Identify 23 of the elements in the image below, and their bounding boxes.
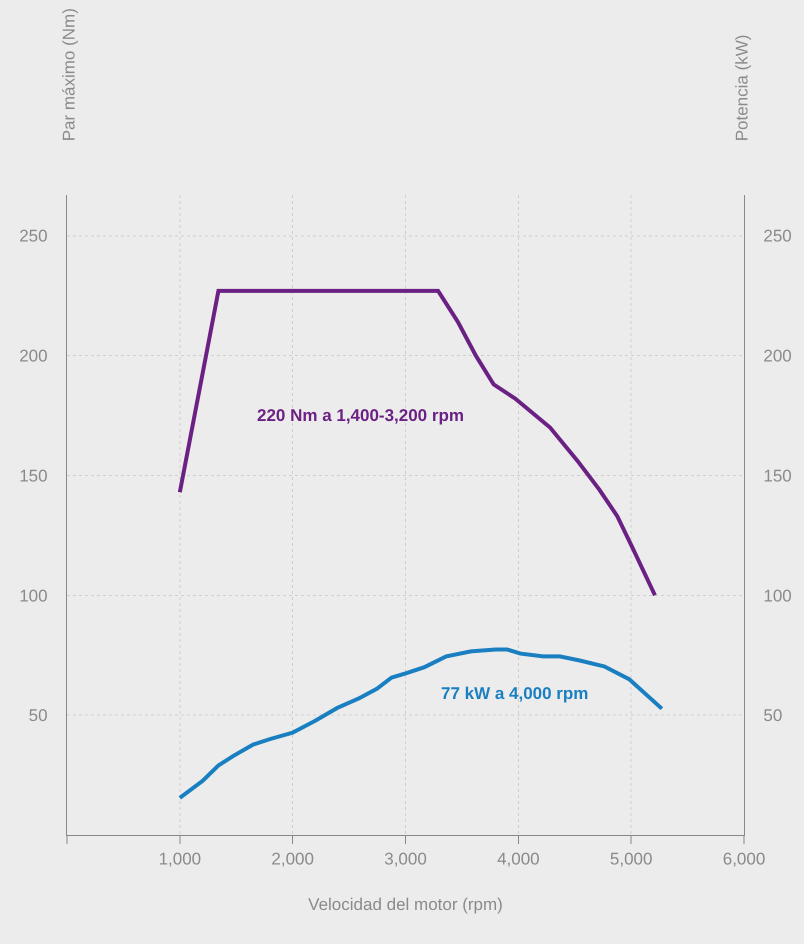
annotation: 77 kW a 4,000 rpm — [441, 684, 588, 703]
x-tick-label: 2,000 — [271, 849, 314, 868]
annotation: 220 Nm a 1,400-3,200 rpm — [257, 406, 464, 425]
x-tick-label: 3,000 — [384, 849, 427, 868]
y2-axis-title: Potencia (kW) — [732, 34, 752, 142]
x-tick-label: 4,000 — [497, 849, 540, 868]
y2-tick-label: 100 — [763, 586, 792, 606]
y-axis-title: Par máximo (Nm) — [60, 8, 79, 142]
y2-tick-label: 150 — [763, 466, 792, 486]
y-tick-label: 100 — [19, 586, 48, 606]
line-series — [178, 647, 664, 800]
y-tick-label: 150 — [19, 466, 48, 486]
x-axis-title: Velocidad del motor (rpm) — [308, 894, 503, 914]
y2-tick-label: 200 — [763, 346, 792, 366]
y-tick-label: 50 — [28, 706, 48, 726]
x-tick-label: 5,000 — [610, 849, 652, 868]
x-tick-label: 1,000 — [158, 849, 202, 868]
y2-tick-label: 250 — [763, 226, 792, 246]
x-tick-label: 6,000 — [722, 849, 766, 868]
y2-tick-label: 50 — [763, 706, 782, 726]
y-tick-label: 250 — [19, 226, 48, 246]
line-series — [178, 288, 657, 598]
y-tick-label: 200 — [19, 346, 48, 366]
